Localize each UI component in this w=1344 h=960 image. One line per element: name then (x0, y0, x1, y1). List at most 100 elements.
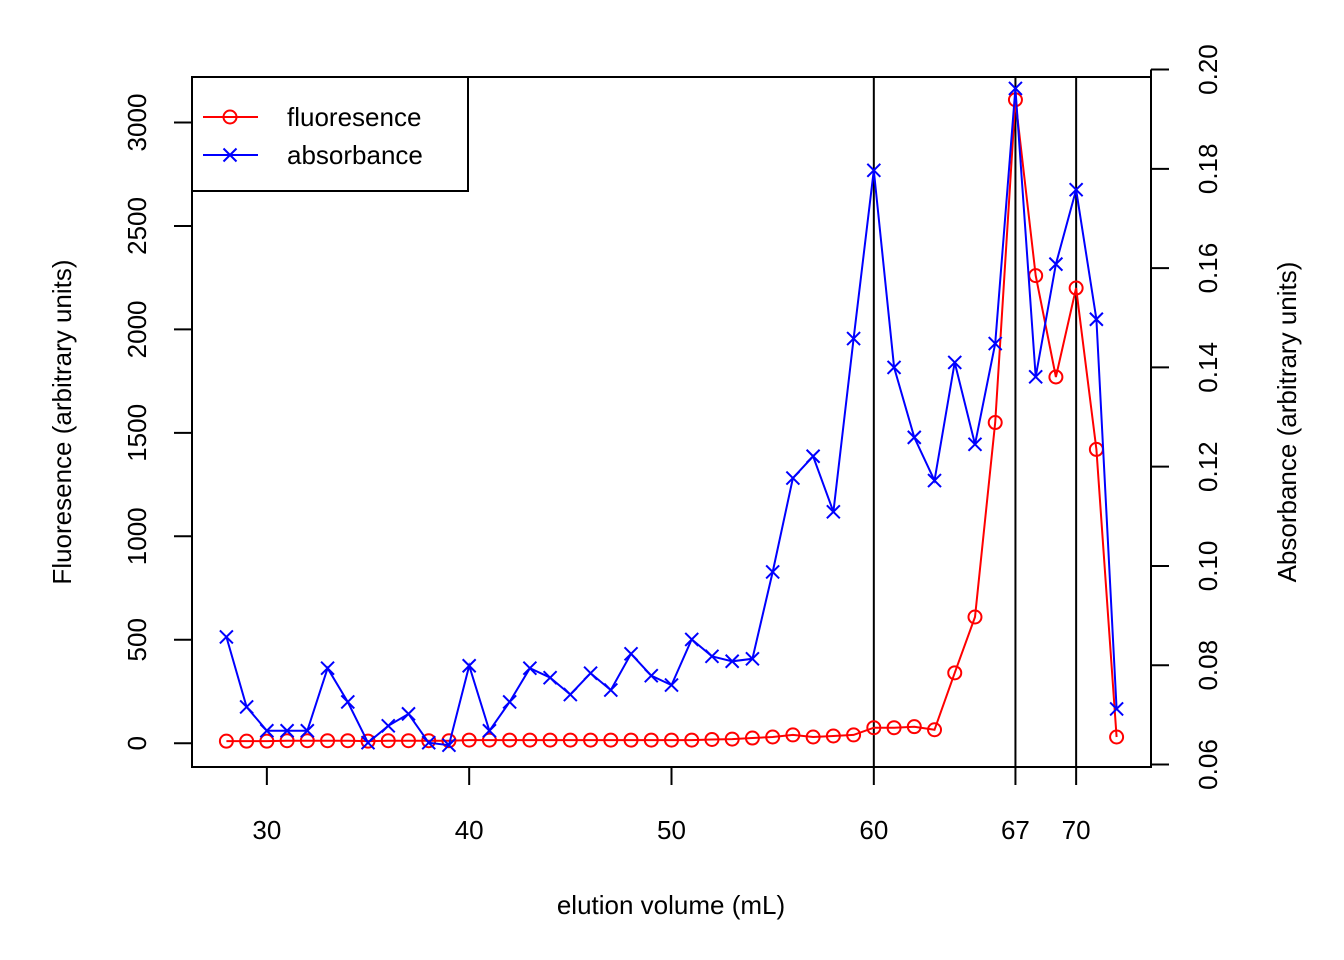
point-fluoresence-30 (259, 733, 275, 749)
point-absorbance-68 (1028, 369, 1043, 385)
point-absorbance-37 (401, 706, 416, 722)
point-fluoresence-69 (1048, 369, 1064, 385)
point-absorbance-59 (846, 331, 861, 346)
point-absorbance-66 (988, 336, 1003, 351)
point-absorbance-39 (441, 737, 457, 753)
point-fluoresence-44 (542, 732, 558, 748)
y-left-axis: 0 500 1000 1500 2000 2500 3000 (122, 94, 193, 750)
point-fluoresence-41 (481, 732, 497, 748)
point-absorbance-69 (1048, 256, 1064, 272)
y-left-tick-label-3000: 3000 (122, 94, 152, 152)
point-fluoresence-47 (603, 732, 619, 748)
y-right-tick-label-0.18: 0.18 (1193, 144, 1223, 195)
x-tick-label-30: 30 (252, 815, 281, 845)
point-absorbance-64 (947, 355, 962, 370)
point-absorbance-42 (502, 694, 517, 710)
point-absorbance-50 (664, 677, 679, 693)
x-tick-label-67: 67 (1001, 815, 1030, 845)
series-fluoresence (218, 92, 1125, 749)
legend-absorbance-marker (222, 147, 238, 163)
point-absorbance-55 (765, 564, 780, 580)
point-fluoresence-37 (400, 733, 416, 749)
point-fluoresence-50 (664, 732, 679, 748)
y-left-tick-label-2000: 2000 (122, 300, 152, 358)
point-absorbance-63 (927, 473, 942, 488)
point-fluoresence-60 (866, 720, 882, 736)
point-fluoresence-40 (461, 732, 477, 748)
y-left-tick-label-1000: 1000 (122, 507, 152, 565)
point-fluoresence-59 (846, 727, 862, 743)
point-absorbance-52 (704, 649, 720, 664)
point-absorbance-35 (360, 735, 376, 750)
y-right-tick-label-0.20: 0.20 (1193, 44, 1223, 95)
point-absorbance-58 (826, 504, 841, 520)
point-absorbance-43 (522, 661, 538, 676)
point-fluoresence-57 (805, 729, 821, 745)
legend-fluoresence-label: fluoresence (287, 102, 421, 132)
point-absorbance-62 (907, 430, 922, 445)
point-absorbance-71 (1089, 312, 1104, 327)
y-left-tick-label-1500: 1500 (122, 404, 152, 462)
y-right-axis: 0.06 0.08 0.10 0.12 0.14 0.16 0.18 0.20 (1150, 44, 1223, 790)
legend: fluoresence absorbance (191, 76, 469, 192)
point-absorbance-44 (542, 670, 558, 685)
point-absorbance-34 (340, 694, 355, 710)
point-fluoresence-65 (967, 609, 983, 625)
point-fluoresence-28 (218, 733, 234, 749)
point-absorbance-56 (785, 470, 801, 486)
y-right-tick-label-0.08: 0.08 (1193, 640, 1223, 691)
point-fluoresence-64 (947, 665, 963, 681)
point-fluoresence-34 (340, 733, 356, 749)
point-absorbance-72 (1109, 701, 1124, 717)
point-absorbance-70 (1068, 182, 1084, 197)
point-fluoresence-39 (441, 733, 457, 749)
point-absorbance-33 (320, 661, 335, 676)
point-absorbance-46 (583, 665, 598, 681)
point-absorbance-45 (563, 687, 578, 702)
point-absorbance-29 (239, 699, 254, 715)
point-fluoresence-63 (927, 722, 943, 738)
y-right-tick-label-0.12: 0.12 (1193, 441, 1223, 492)
point-absorbance-36 (381, 718, 396, 734)
point-fluoresence-43 (522, 732, 538, 748)
point-absorbance-67 (1008, 81, 1023, 96)
series-layer (218, 81, 1125, 753)
point-fluoresence-38 (421, 733, 437, 749)
point-fluoresence-66 (987, 415, 1003, 431)
point-fluoresence-33 (320, 733, 336, 749)
y-right-tick-label-0.10: 0.10 (1193, 541, 1223, 592)
point-fluoresence-46 (583, 732, 599, 748)
point-fluoresence-31 (279, 733, 295, 749)
point-fluoresence-70 (1068, 280, 1084, 296)
x-tick-label-60: 60 (859, 815, 888, 845)
y-left-axis-label: Fluoresence (arbitrary units) (47, 259, 77, 584)
point-absorbance-51 (684, 632, 699, 647)
point-fluoresence-55 (765, 729, 781, 745)
point-fluoresence-52 (704, 731, 720, 747)
series-absorbance (219, 81, 1124, 753)
x-tick-label-50: 50 (657, 815, 686, 845)
point-fluoresence-54 (744, 730, 760, 746)
point-absorbance-40 (461, 658, 477, 673)
y-left-tick-label-0: 0 (122, 736, 152, 750)
point-fluoresence-29 (239, 733, 255, 749)
point-absorbance-53 (724, 654, 740, 669)
point-fluoresence-58 (825, 728, 841, 744)
point-fluoresence-32 (299, 733, 315, 749)
point-fluoresence-72 (1109, 729, 1125, 745)
point-absorbance-32 (300, 723, 315, 738)
x-tick-label-40: 40 (455, 815, 484, 845)
point-fluoresence-62 (906, 719, 922, 735)
legend-fluoresence-marker (222, 109, 238, 125)
point-absorbance-49 (644, 668, 659, 683)
point-absorbance-47 (603, 682, 619, 698)
point-fluoresence-42 (502, 732, 518, 748)
point-absorbance-57 (805, 449, 821, 464)
x-tick-label-70: 70 (1062, 815, 1091, 845)
point-absorbance-60 (866, 163, 882, 178)
y-right-tick-label-0.14: 0.14 (1193, 342, 1223, 393)
point-absorbance-38 (421, 735, 436, 750)
point-absorbance-48 (623, 646, 639, 662)
point-absorbance-31 (279, 723, 295, 738)
